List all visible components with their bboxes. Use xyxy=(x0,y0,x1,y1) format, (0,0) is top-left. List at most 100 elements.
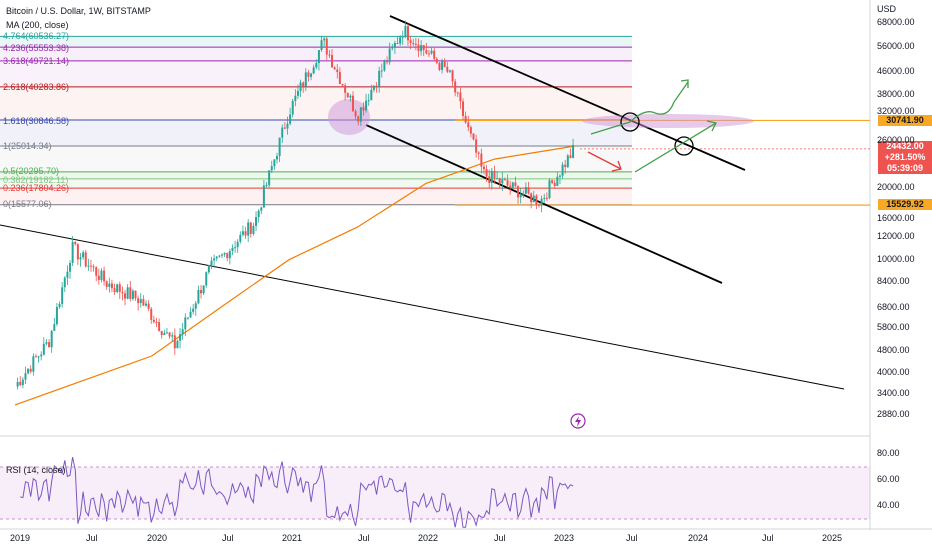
candle-body xyxy=(538,204,540,206)
candle-body xyxy=(383,61,386,71)
candle-body xyxy=(168,332,171,337)
candle-body xyxy=(388,48,391,63)
candle-body xyxy=(501,179,504,184)
candle-body xyxy=(27,368,30,374)
candle-body xyxy=(283,127,286,129)
candle-body xyxy=(118,284,121,292)
fib-zone xyxy=(0,171,632,179)
candle-body xyxy=(320,40,323,51)
candle-body xyxy=(488,176,491,184)
rsi-line xyxy=(20,456,574,528)
currency-label: USD xyxy=(877,4,897,14)
candle-body xyxy=(517,186,520,198)
candle-body xyxy=(205,272,208,286)
candle-body xyxy=(281,127,284,138)
candle-body xyxy=(66,271,69,278)
candle-body xyxy=(372,85,375,90)
x-tick-label: 2023 xyxy=(554,533,575,543)
candle-body xyxy=(509,185,512,188)
y-tick-label: 20000.00 xyxy=(877,182,915,192)
candle-body xyxy=(299,82,302,91)
bullish-scenario-arrow xyxy=(634,122,717,173)
candle-body xyxy=(443,60,446,67)
candle-body xyxy=(459,92,462,102)
candle-body xyxy=(40,354,43,357)
candle-body xyxy=(126,287,129,299)
candle-body xyxy=(296,90,299,96)
candle-body xyxy=(365,100,368,111)
candle-body xyxy=(137,298,140,304)
candle-body xyxy=(569,155,572,158)
candle-body xyxy=(234,247,237,249)
candle-body xyxy=(58,303,61,307)
candle-body xyxy=(375,85,378,87)
fib-level-label: 0.5(20295.70) xyxy=(3,166,60,176)
chart-title: Bitcoin / U.S. Dollar, 1W, BITSTAMP xyxy=(6,6,151,16)
x-tick-label: Jul xyxy=(494,533,506,543)
candle-body xyxy=(155,322,158,324)
candle-body xyxy=(76,244,79,260)
candle-body xyxy=(404,25,407,37)
candle-body xyxy=(378,70,381,87)
candle-body xyxy=(572,144,575,158)
x-tick-label: 2024 xyxy=(688,533,709,543)
candle-body xyxy=(210,260,213,266)
candle-body xyxy=(433,50,436,59)
channel-lower-line xyxy=(365,124,723,284)
candle-body xyxy=(307,72,310,77)
candle-body xyxy=(63,277,66,288)
candle-body xyxy=(477,152,480,154)
candle-body xyxy=(561,164,564,176)
bearish-scenario-arrow xyxy=(587,151,622,170)
candle-body xyxy=(84,252,87,267)
candle-body xyxy=(100,270,103,281)
highlight-ellipse xyxy=(328,99,370,135)
x-tick-label: Jul xyxy=(86,533,98,543)
candle-body xyxy=(53,324,56,331)
candle-body xyxy=(173,335,176,349)
rsi-band xyxy=(0,467,870,519)
lightning-icon xyxy=(575,416,581,427)
candle-body xyxy=(110,283,113,289)
candle-body xyxy=(74,241,77,245)
arrow-head xyxy=(706,120,717,132)
bullish-scenario-arrow xyxy=(590,81,689,135)
y-tick-label: 38000.00 xyxy=(877,89,915,99)
candle-body xyxy=(566,155,569,168)
candle-body xyxy=(462,101,465,117)
candle-body xyxy=(535,195,538,205)
y-tick-label: 8400.00 xyxy=(877,276,910,286)
candle-body xyxy=(228,251,231,259)
channel-upper-line xyxy=(389,15,746,171)
last-price-tag: 24432.00 xyxy=(878,141,932,152)
candle-body xyxy=(420,45,423,52)
candle-body xyxy=(189,311,192,318)
candle-body xyxy=(310,73,313,77)
candle-body xyxy=(503,179,506,181)
candle-body xyxy=(79,257,82,260)
y-tick-label: 56000.00 xyxy=(877,41,915,51)
candle-body xyxy=(448,70,451,72)
candle-body xyxy=(485,169,488,177)
candle-body xyxy=(522,193,525,195)
candle-body xyxy=(134,290,137,299)
candle-body xyxy=(95,267,98,276)
candle-body xyxy=(553,182,556,187)
highlight-ellipse xyxy=(582,114,754,128)
candle-body xyxy=(438,62,441,70)
candle-body xyxy=(42,343,45,355)
rsi-legend: RSI (14, close) xyxy=(6,465,66,475)
candle-body xyxy=(354,111,357,117)
ma-legend: MA (200, close) xyxy=(6,20,69,30)
x-tick-label: Jul xyxy=(222,533,234,543)
candle-body xyxy=(548,180,551,199)
candle-body xyxy=(181,329,184,335)
candle-body xyxy=(430,50,433,54)
candle-body xyxy=(317,50,320,64)
candle-body xyxy=(45,342,48,344)
fib-level-label: 4.764(60536.27) xyxy=(3,31,70,41)
candle-body xyxy=(50,330,53,348)
candle-body xyxy=(244,231,247,236)
candle-body xyxy=(409,40,412,44)
